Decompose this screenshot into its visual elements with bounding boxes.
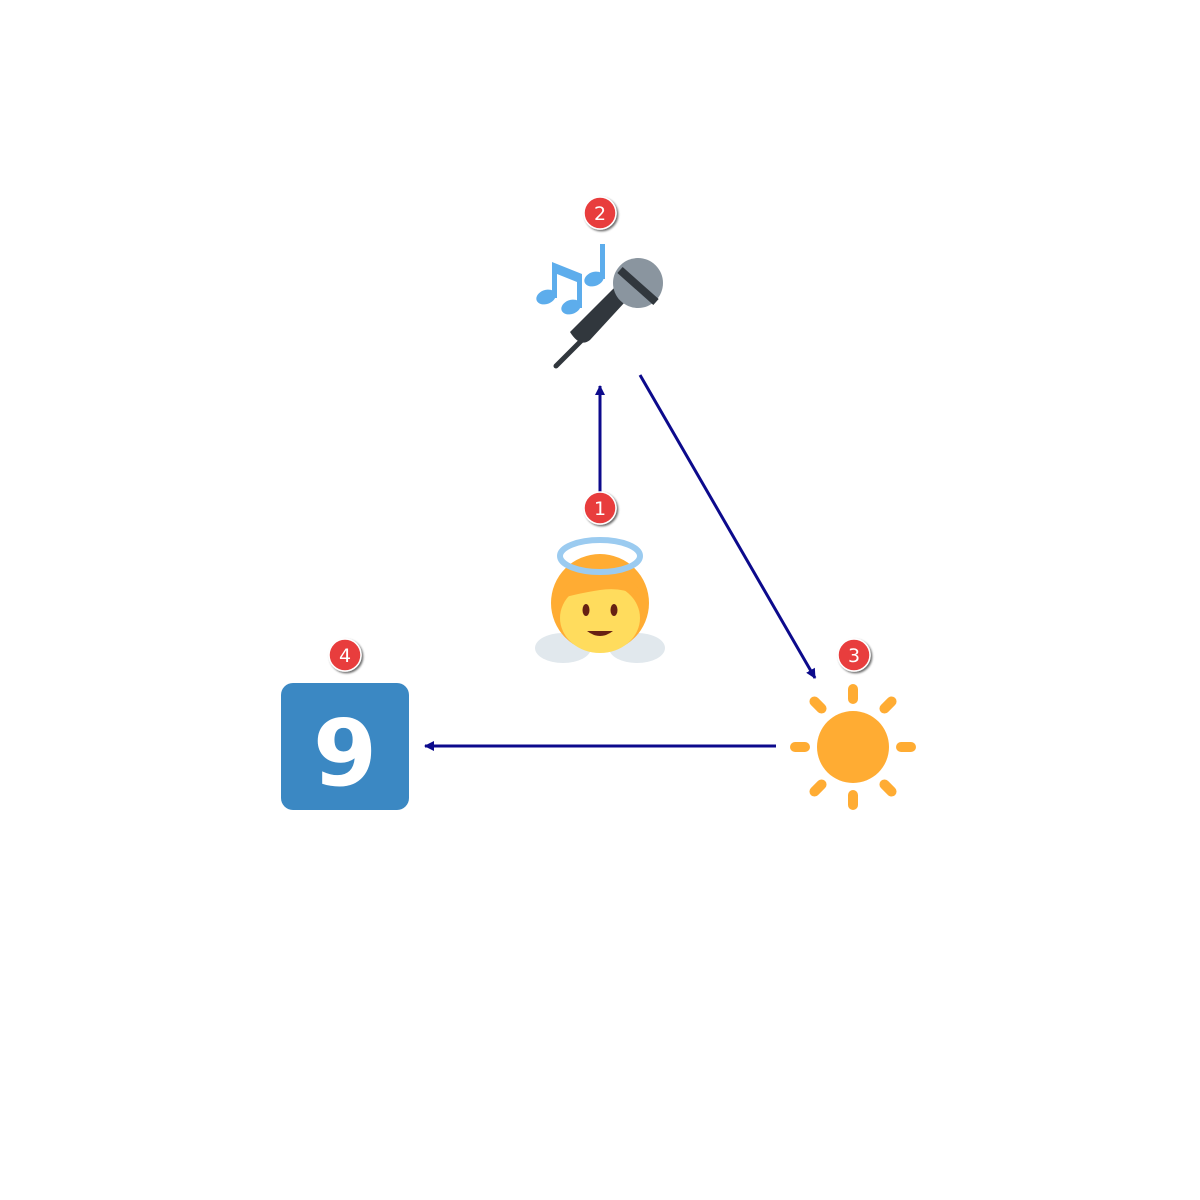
badge-3-label: 3 [848,645,860,667]
badge-2: 2 [583,196,617,230]
keycap-nine-icon: 9 [281,683,409,810]
node-microphone: 2 [536,196,663,369]
baby-angel-icon [535,537,665,663]
edge-microphone-to-sun [638,374,817,679]
badge-1-label: 1 [594,498,606,520]
node-keycap-nine: 9 4 [281,638,409,810]
badge-3: 3 [837,638,871,672]
node-angel: 1 [535,491,665,663]
keycap-nine-symbol: 9 [313,700,377,807]
microphone-music-notes-icon [536,244,663,369]
node-sun: 3 [790,638,916,810]
sun-icon [790,684,916,810]
badge-2-label: 2 [594,203,606,225]
edges [424,374,817,751]
badge-1: 1 [583,491,617,525]
badge-4-label: 4 [339,645,351,667]
badge-4: 4 [328,638,362,672]
